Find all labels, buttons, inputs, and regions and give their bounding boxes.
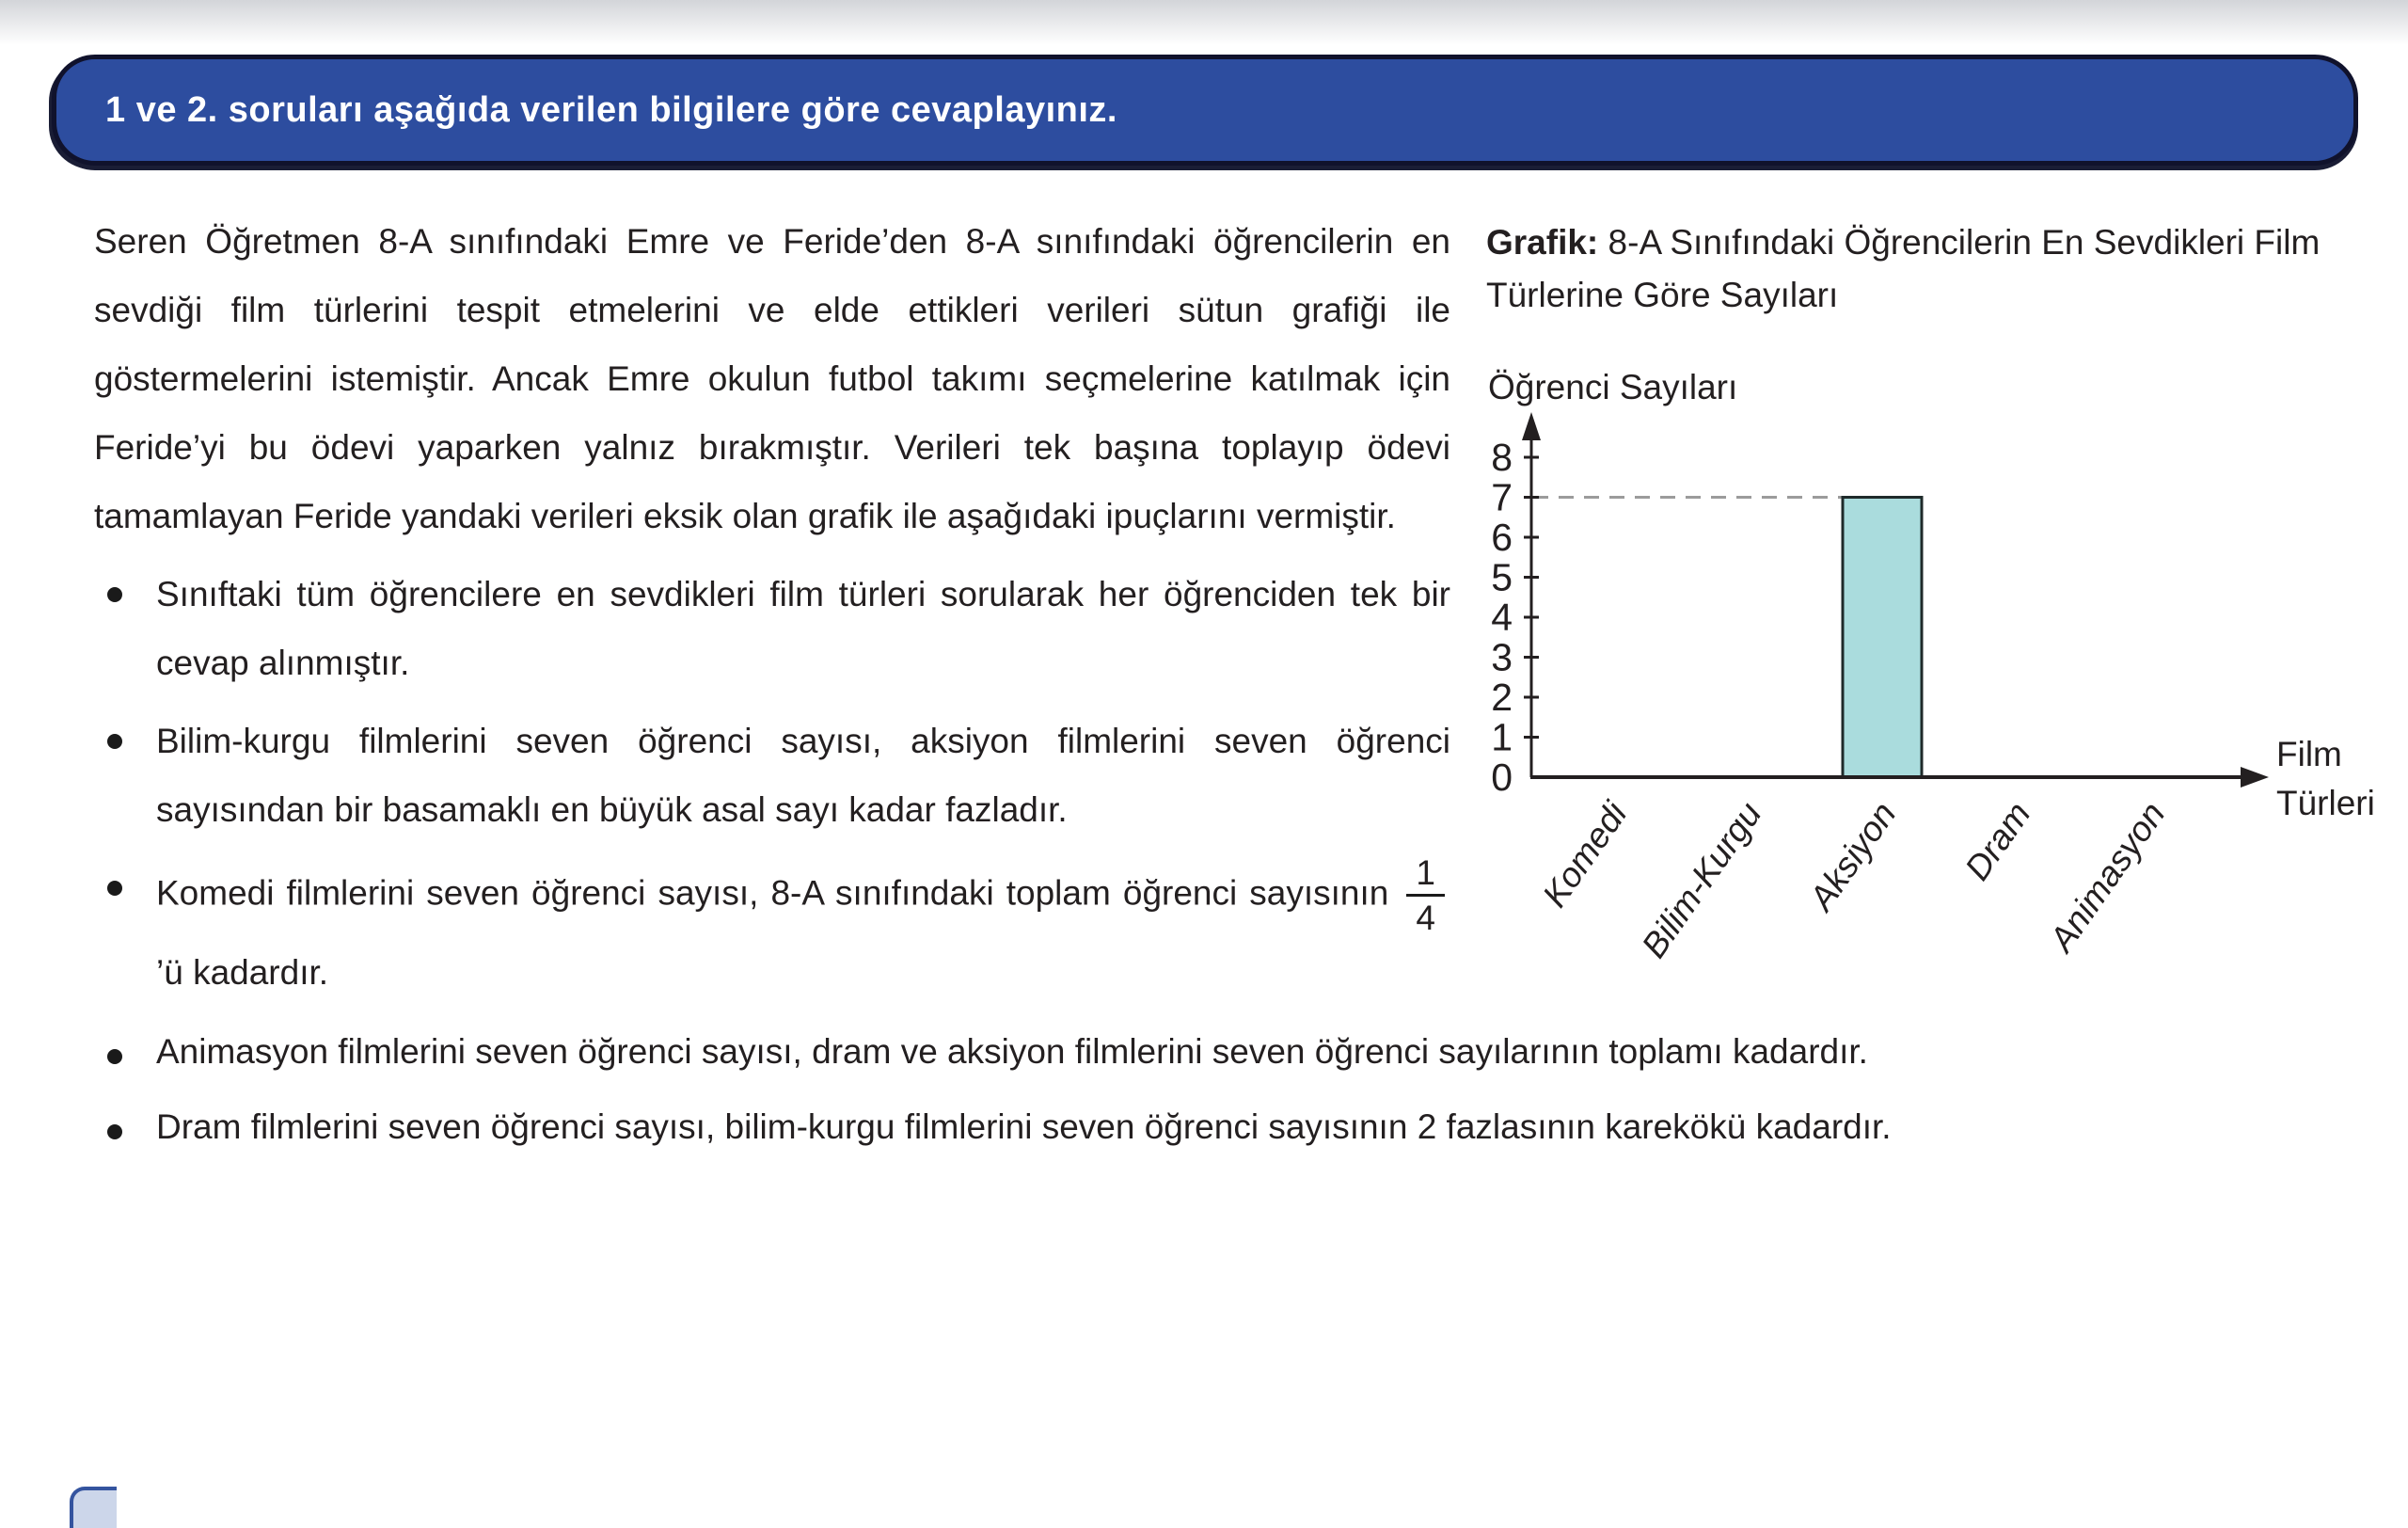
x-axis-title: Film xyxy=(2276,735,2342,773)
bullet-dot xyxy=(107,881,122,896)
y-tick-label: 2 xyxy=(1491,676,1513,719)
y-tick-label: 4 xyxy=(1491,596,1513,639)
clue-text: Animasyon filmlerini seven öğrenci sayıs… xyxy=(156,1031,1868,1071)
full-width-clues: Animasyon filmlerini seven öğrenci sayıs… xyxy=(94,1022,2394,1157)
instruction-banner-text: 1 ve 2. soruları aşağıda verilen bilgile… xyxy=(105,89,1117,130)
bar-aksiyon xyxy=(1841,496,1924,779)
x-category-label: Aksiyon xyxy=(1801,795,1904,918)
chart-title-prefix: Grafik: xyxy=(1486,223,1599,262)
chart-column: Grafik: 8-A Sınıfındaki Öğrencilerin En … xyxy=(1486,216,2408,1022)
y-tick-label: 8 xyxy=(1491,436,1513,479)
y-tick-label: 1 xyxy=(1491,716,1513,759)
y-axis-arrow xyxy=(1522,412,1541,440)
bullet-dot xyxy=(107,1048,122,1064)
clue-text-fraction: Komedi filmlerini seven öğrenci sayısı, … xyxy=(156,853,1450,1007)
intro-paragraph: Seren Öğretmen 8-A sınıfındaki Emre ve F… xyxy=(94,222,1450,535)
bullet-dot xyxy=(107,587,122,602)
x-category-label: Bilim-Kurgu xyxy=(1634,795,1768,964)
clue-item-fraction: Komedi filmlerini seven öğrenci sayısı, … xyxy=(94,853,1450,1007)
x-axis-title: Türleri xyxy=(2276,784,2375,822)
y-tick-label: 5 xyxy=(1491,556,1513,599)
y-tick-label: 6 xyxy=(1491,516,1513,559)
clue-text: Sınıftaki tüm öğrencilere en sevdikleri … xyxy=(156,575,1450,682)
y-axis-title: Öğrenci Sayıları xyxy=(1488,368,1737,406)
x-category-label: Dram xyxy=(1957,795,2037,887)
x-axis-arrow xyxy=(2241,767,2269,788)
question-content: Seren Öğretmen 8-A sınıfındaki Emre ve F… xyxy=(94,207,2394,1157)
clue-text: Dram filmlerini seven öğrenci sayısı, bi… xyxy=(156,1106,1892,1146)
clue-text: Bilim-kurgu filmlerini seven öğrenci say… xyxy=(156,722,1450,829)
chart-title-rest: 8-A Sınıfındaki Öğrencilerin En Sevdikle… xyxy=(1486,223,2321,314)
left-column: Seren Öğretmen 8-A sınıfındaki Emre ve F… xyxy=(94,207,1450,1007)
fraction-before-text: Komedi filmlerini seven öğrenci sayısı, … xyxy=(156,873,1402,913)
fraction-after-text: ’ü kadardır. xyxy=(156,952,329,992)
page-top-gradient xyxy=(0,0,2408,45)
clue-item: Dram filmlerini seven öğrenci sayısı, bi… xyxy=(94,1097,2394,1157)
clue-item: Bilim-kurgu filmlerini seven öğrenci say… xyxy=(94,707,1450,844)
fraction-numerator: 1 xyxy=(1406,853,1445,898)
clue-item: Sınıftaki tüm öğrencilere en sevdikleri … xyxy=(94,560,1450,697)
x-category-label: Komedi xyxy=(1535,794,1636,915)
instruction-banner: 1 ve 2. soruları aşağıda verilen bilgile… xyxy=(52,55,2358,166)
bullet-dot xyxy=(107,1123,122,1139)
chart-title: Grafik: 8-A Sınıfındaki Öğrencilerin En … xyxy=(1486,216,2408,322)
fraction-denominator: 4 xyxy=(1416,899,1435,938)
x-category-label: Animasyon xyxy=(2041,795,2173,960)
bullet-dot xyxy=(107,734,122,749)
next-section-corner xyxy=(70,1487,117,1528)
y-tick-label: 7 xyxy=(1491,476,1513,519)
y-tick-label: 3 xyxy=(1491,636,1513,679)
clue-item: Animasyon filmlerini seven öğrenci sayıs… xyxy=(94,1022,2394,1082)
y-tick-label: 0 xyxy=(1491,756,1513,799)
